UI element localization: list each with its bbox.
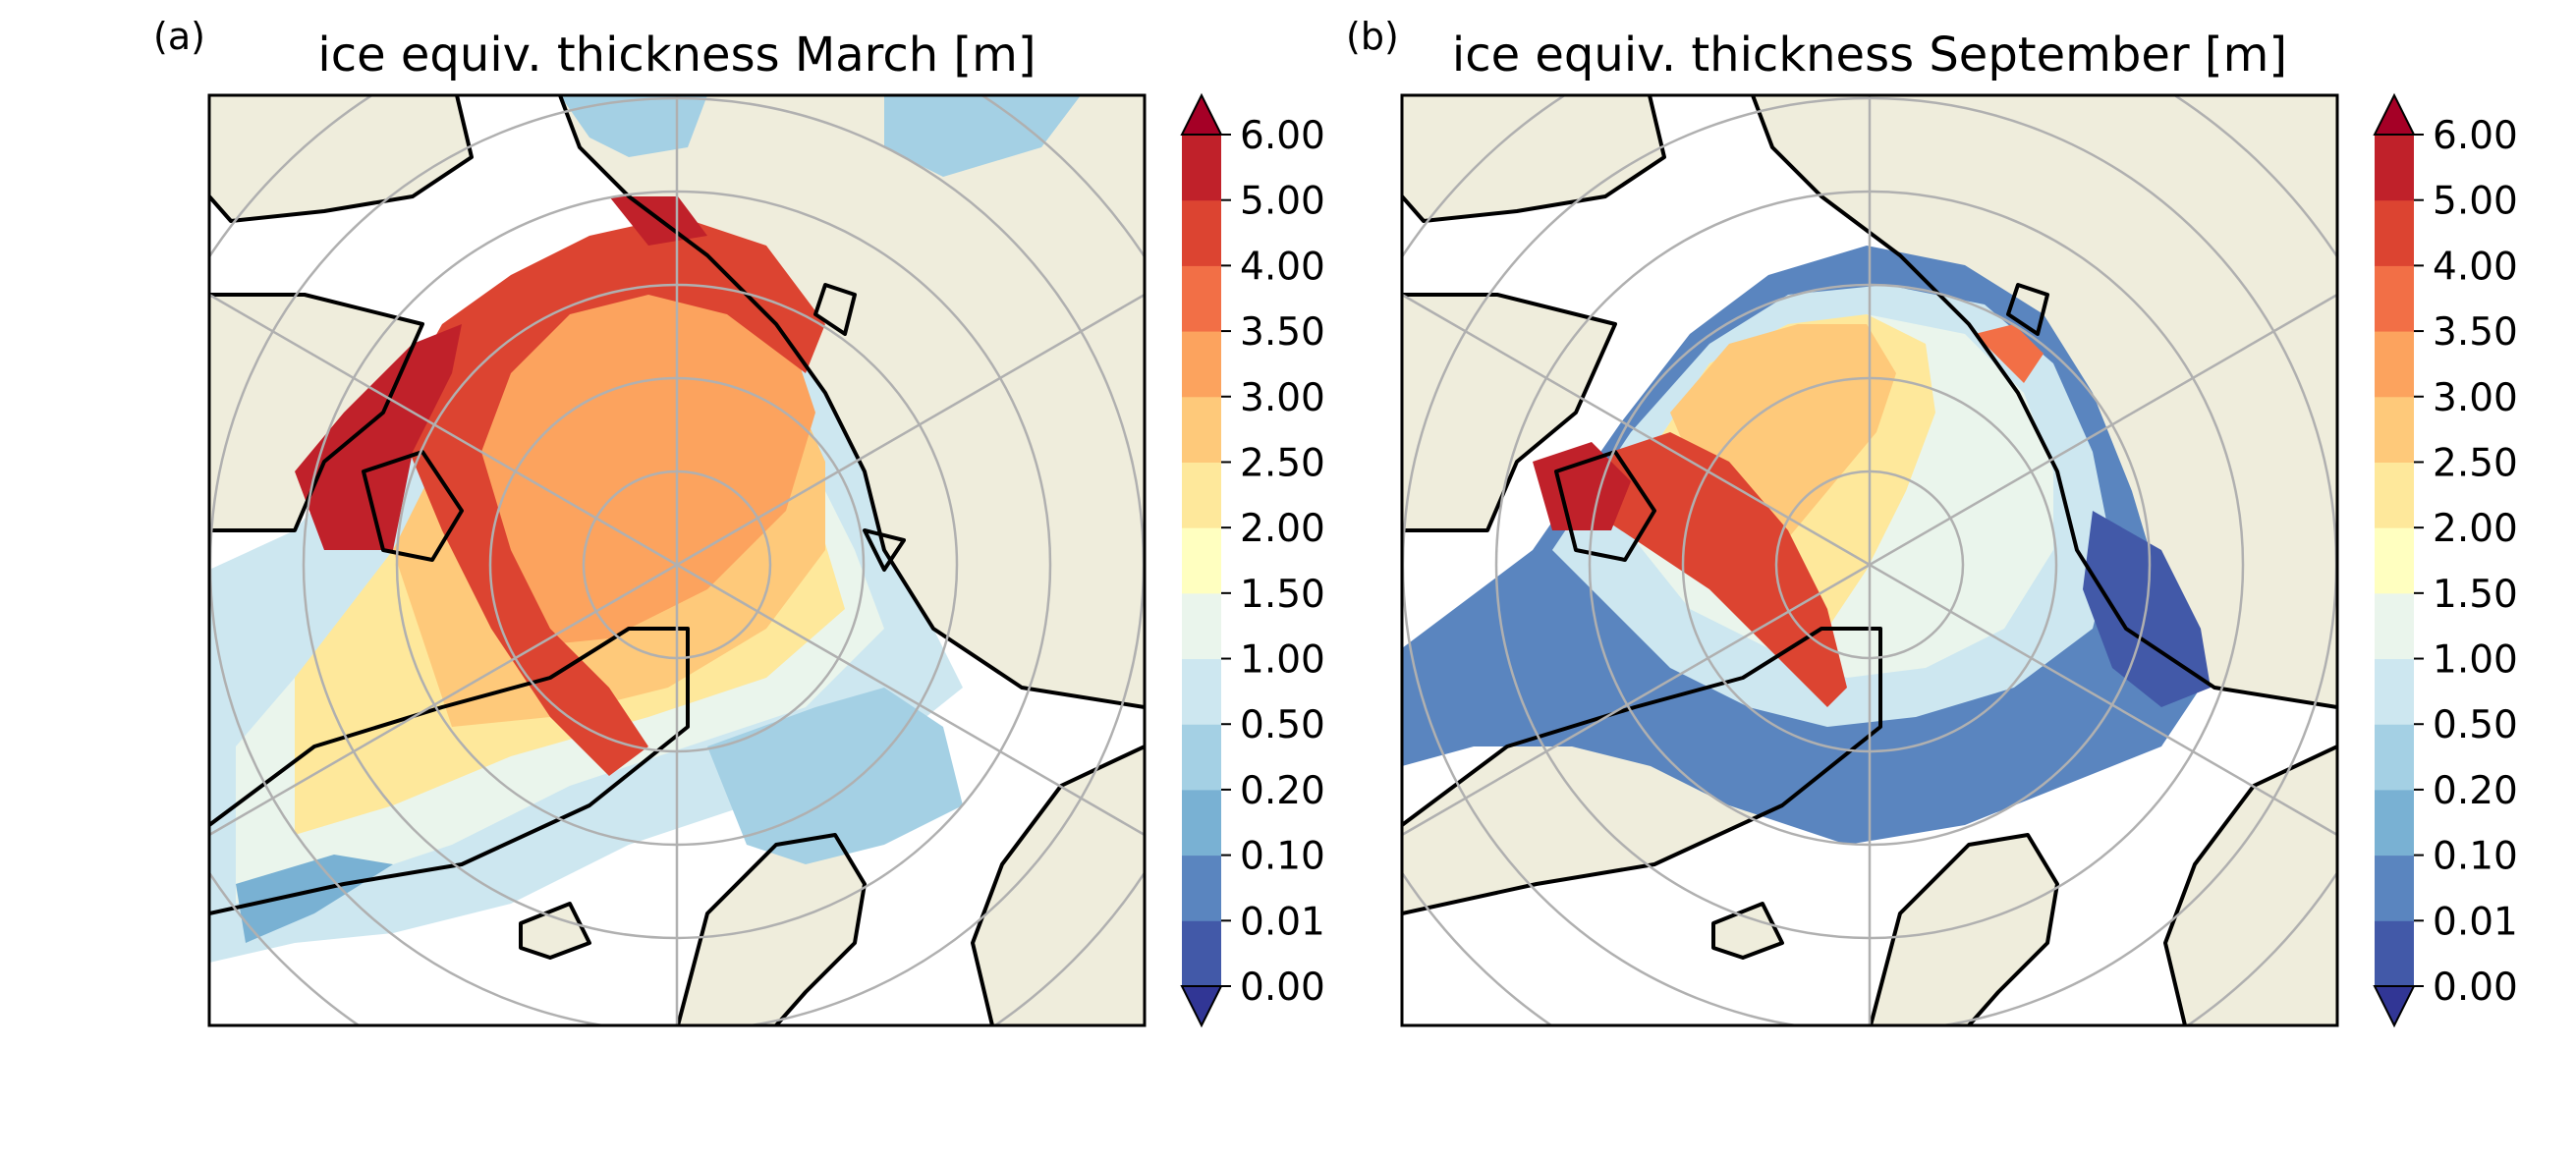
colorbar-cell [2375, 789, 2414, 856]
colorbar-tick-label: 3.00 [1240, 376, 1325, 420]
coastlines-b [1402, 95, 2337, 1025]
colorbar-cell [1182, 199, 1221, 266]
colorbar-a-extend-min [1180, 985, 1223, 1028]
ice-a [209, 95, 1081, 963]
colorbar-cell [1182, 265, 1221, 332]
colorbar-tick-label: 4.00 [2433, 245, 2518, 289]
colorbar-tick-label: 6.00 [1240, 114, 1325, 158]
colorbar-tick-label: 0.00 [1240, 966, 1325, 1010]
graticule-b [1402, 95, 2337, 1025]
colorbar-tick-label: 1.50 [2433, 573, 2518, 617]
colorbar-tick-label: 1.00 [2433, 638, 2518, 683]
colorbar-tick-label: 0.00 [2433, 966, 2518, 1010]
colorbar-tick-label: 0.50 [1240, 703, 1325, 747]
colorbar-cell [1182, 396, 1221, 463]
colorbar-cell [2375, 724, 2414, 791]
colorbar-tick-label: 0.20 [1240, 769, 1325, 813]
colorbar-cell [1182, 920, 1221, 987]
coastlines-a [209, 95, 1145, 1025]
colorbar-cell [1182, 789, 1221, 856]
colorbar-tick-label: 0.20 [2433, 769, 2518, 813]
colorbar-b-extend-min [2373, 985, 2416, 1028]
colorbar-cell [1182, 592, 1221, 660]
colorbar-cell [2375, 592, 2414, 660]
colorbar-tick-label: 3.50 [2433, 310, 2518, 355]
colorbar-cell [2375, 527, 2414, 594]
colorbar-cell [1182, 331, 1221, 398]
colorbar-tick-label: 6.00 [2433, 114, 2518, 158]
colorbar-tick-label: 2.50 [2433, 441, 2518, 485]
map-a-frame [207, 93, 1147, 1027]
map-b [1402, 95, 2337, 1025]
colorbar-cell [2375, 331, 2414, 398]
colorbar-cell [1182, 855, 1221, 921]
colorbar-cell [2375, 920, 2414, 987]
ice-b [1402, 246, 2211, 845]
colorbar-tick-label: 0.01 [2433, 900, 2518, 944]
colorbar-cell [1182, 462, 1221, 528]
colorbar-a: 0.00 0.01 0.10 0.20 0.50 1.00 1.50 2.00 2.50 3.00… [1180, 92, 1325, 1028]
colorbar-tick-label: 0.10 [2433, 835, 2518, 879]
colorbar-tick-label: 5.00 [1240, 180, 1325, 224]
panel-a-title: ice equiv. thickness March [m] [317, 28, 1036, 83]
colorbar-tick-label: 3.00 [2433, 376, 2518, 420]
colorbar-tick-label: 0.10 [1240, 835, 1325, 879]
colorbar-tick-label: 1.00 [1240, 638, 1325, 683]
colorbar-cell [2375, 658, 2414, 725]
colorbar-cell [2375, 396, 2414, 463]
colorbar-cell [1182, 135, 1221, 201]
colorbar-cell [1182, 527, 1221, 594]
colorbar-cell [2375, 135, 2414, 201]
colorbar-tick-label: 3.50 [1240, 310, 1325, 355]
panel-b-title: ice equiv. thickness September [m] [1452, 28, 2287, 83]
colorbar-cell [1182, 724, 1221, 791]
panel-b-letter: (b) [1346, 15, 1399, 58]
panel-a: (a) ice equiv. thickness March [m] [153, 15, 1325, 1028]
panel-a-letter: (a) [153, 15, 205, 58]
map-b-frame [1400, 93, 2339, 1027]
colorbar-cell [2375, 855, 2414, 921]
map-a [209, 95, 1145, 1025]
colorbar-a-extend-max [1180, 92, 1223, 136]
colorbar-tick-label: 0.01 [1240, 900, 1325, 944]
colorbar-tick-label: 0.50 [2433, 703, 2518, 747]
colorbar-tick-label: 2.50 [1240, 441, 1325, 485]
colorbar-cell [2375, 462, 2414, 528]
colorbar-tick-label: 2.00 [1240, 507, 1325, 551]
colorbar-tick-label: 2.00 [2433, 507, 2518, 551]
colorbar-tick-label: 5.00 [2433, 180, 2518, 224]
colorbar-cell [2375, 199, 2414, 266]
colorbar-tick-label: 4.00 [1240, 245, 1325, 289]
colorbar-b-extend-max [2373, 92, 2416, 136]
panel-b: (b) ice equiv. thickness September [m] [1346, 15, 2518, 1028]
colorbar-cell [2375, 265, 2414, 332]
colorbar-b: 0.00 0.01 0.10 0.20 0.50 1.00 1.50 2.00 2.50 3.00… [2373, 92, 2518, 1028]
colorbar-cell [1182, 658, 1221, 725]
colorbar-tick-label: 1.50 [1240, 573, 1325, 617]
